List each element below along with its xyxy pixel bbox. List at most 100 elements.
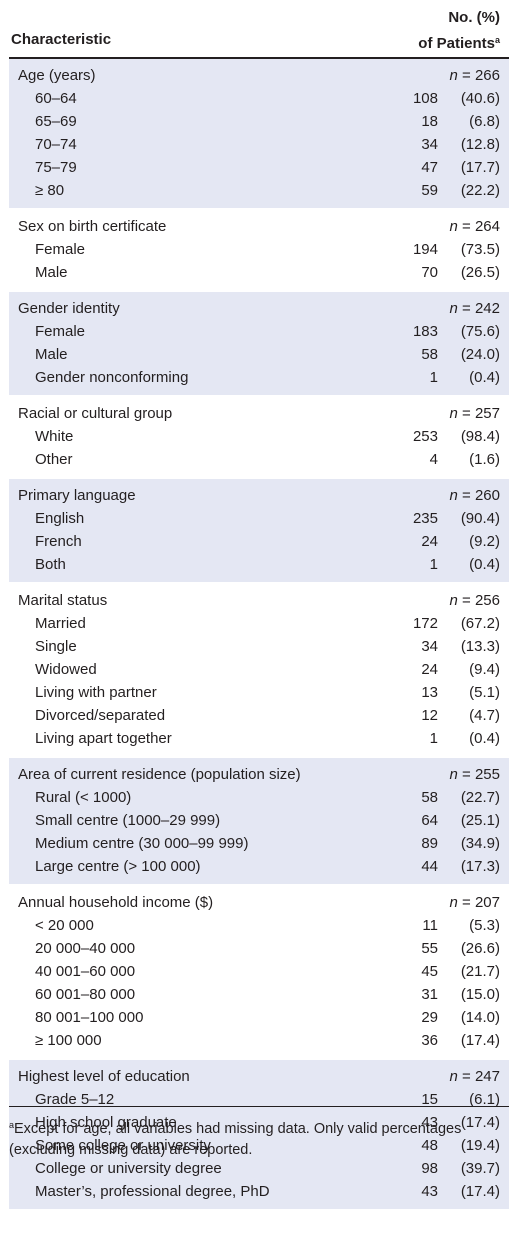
n-symbol: n: [449, 405, 458, 422]
n-value: = 247: [462, 1068, 500, 1085]
row-count: 36: [421, 1032, 438, 1049]
row-percent: (26.6): [460, 940, 500, 957]
row-label: 80 001–100 000: [35, 1009, 144, 1026]
section-title: Age (years): [18, 67, 96, 84]
n-symbol: n: [449, 1068, 458, 1085]
table-row: ≥ 100 000 36 (17.4): [9, 1029, 509, 1052]
row-label: Female: [35, 323, 86, 340]
row-label: 65–69: [35, 113, 77, 130]
section-n: n = 256: [450, 589, 500, 612]
section-n: n = 257: [450, 402, 500, 425]
footnote-marker: a: [494, 35, 500, 45]
row-count: 44: [421, 858, 438, 875]
row-count: 18: [421, 113, 438, 130]
row-count: 70: [421, 264, 438, 281]
row-percent: (4.7): [469, 707, 500, 724]
table-row: 75–79 47 (17.7): [9, 156, 509, 179]
section-header-row: Racial or cultural group n = 257: [9, 402, 509, 425]
table-section: Marital status n = 256 Married 172 (67.2) Sin…: [9, 584, 509, 758]
row-count: 58: [421, 346, 438, 363]
table-section: Sex on birth certificate n = 264 Female 194…: [9, 210, 509, 292]
n-symbol: n: [449, 592, 458, 609]
n-value: = 242: [462, 300, 500, 317]
row-percent: (90.4): [460, 510, 500, 527]
row-percent: (0.4): [469, 730, 500, 747]
section-n: n = 264: [450, 215, 500, 238]
row-count: 13: [421, 684, 438, 701]
row-percent: (17.4): [460, 1032, 500, 1049]
row-percent: (1.6): [469, 451, 500, 468]
row-count: 24: [421, 661, 438, 678]
row-count: 108: [412, 90, 438, 107]
row-count: 48: [421, 1137, 438, 1154]
row-percent: (9.4): [469, 661, 500, 678]
row-count: 24: [421, 533, 438, 550]
column-header-line2: of Patientsa: [418, 35, 500, 52]
row-percent: (40.6): [460, 90, 500, 107]
row-count: 15: [421, 1091, 438, 1108]
row-label: Grade 5–12: [35, 1091, 115, 1108]
row-percent: (34.9): [460, 835, 500, 852]
table-row: Medium centre (30 000–99 999) 89 (34.9): [9, 832, 509, 855]
n-symbol: n: [449, 67, 458, 84]
section-n: n = 242: [450, 297, 500, 320]
table-row: Living with partner 13 (5.1): [9, 681, 509, 704]
row-label: Medium centre (30 000–99 999): [35, 835, 249, 852]
n-value: = 207: [462, 894, 500, 911]
row-count: 59: [421, 182, 438, 199]
section-header-row: Primary language n = 260: [9, 484, 509, 507]
table-row: Living apart together 1 (0.4): [9, 727, 509, 750]
row-percent: (67.2): [460, 615, 500, 632]
table-footnote: aExcept for age, all variables had missi…: [9, 1115, 504, 1161]
row-label: Master’s, professional degree, PhD: [35, 1183, 270, 1200]
row-count: 253: [412, 428, 438, 445]
table-row: Grade 5–12 15 (6.1): [9, 1088, 509, 1111]
section-header-row: Sex on birth certificate n = 264: [9, 215, 509, 238]
section-title: Gender identity: [18, 300, 120, 317]
table-row: 65–69 18 (6.8): [9, 110, 509, 133]
table-row: Widowed 24 (9.4): [9, 658, 509, 681]
table-row: 70–74 34 (12.8): [9, 133, 509, 156]
table-section: Highest level of education n = 247 Grade 5…: [9, 1060, 509, 1211]
row-percent: (39.7): [460, 1160, 500, 1177]
row-count: 1: [429, 730, 438, 747]
table-row: 60 001–80 000 31 (15.0): [9, 983, 509, 1006]
row-label: 60 001–80 000: [35, 986, 136, 1003]
n-symbol: n: [449, 487, 458, 504]
row-count: 194: [412, 241, 438, 258]
n-symbol: n: [449, 894, 458, 911]
section-header-row: Age (years) n = 266: [9, 64, 509, 87]
row-label: English: [35, 510, 85, 527]
footnote-text: Except for age, all variables had missin…: [9, 1121, 462, 1158]
row-percent: (0.4): [469, 556, 500, 573]
table-row: Male 70 (26.5): [9, 261, 509, 284]
table-row: Female 194 (73.5): [9, 238, 509, 261]
table-section: Annual household income ($) n = 207 < 20 0…: [9, 886, 509, 1060]
row-percent: (73.5): [460, 241, 500, 258]
row-label: Some college or university: [35, 1137, 211, 1154]
row-label: 70–74: [35, 136, 77, 153]
row-label: < 20 000: [35, 917, 94, 934]
row-label: White: [35, 428, 74, 445]
row-percent: (21.7): [460, 963, 500, 980]
row-label: Single: [35, 638, 77, 655]
row-percent: (0.4): [469, 369, 500, 386]
row-count: 45: [421, 963, 438, 980]
bottom-rule: [9, 1106, 509, 1107]
section-n: n = 266: [450, 64, 500, 87]
n-symbol: n: [449, 218, 458, 235]
row-count: 55: [421, 940, 438, 957]
section-title: Annual household income ($): [18, 894, 214, 911]
row-label: Gender nonconforming: [35, 369, 189, 386]
row-percent: (25.1): [460, 812, 500, 829]
table-row: Some college or university 48 (19.4): [9, 1134, 509, 1157]
section-header-row: Gender identity n = 242: [9, 297, 509, 320]
section-title: Highest level of education: [18, 1068, 190, 1085]
n-value: = 255: [462, 766, 500, 783]
row-label: 75–79: [35, 159, 77, 176]
row-label: 20 000–40 000: [35, 940, 136, 957]
section-title: Primary language: [18, 487, 136, 504]
row-count: 1: [429, 369, 438, 386]
table-row: 20 000–40 000 55 (26.6): [9, 937, 509, 960]
table-row: 40 001–60 000 45 (21.7): [9, 960, 509, 983]
